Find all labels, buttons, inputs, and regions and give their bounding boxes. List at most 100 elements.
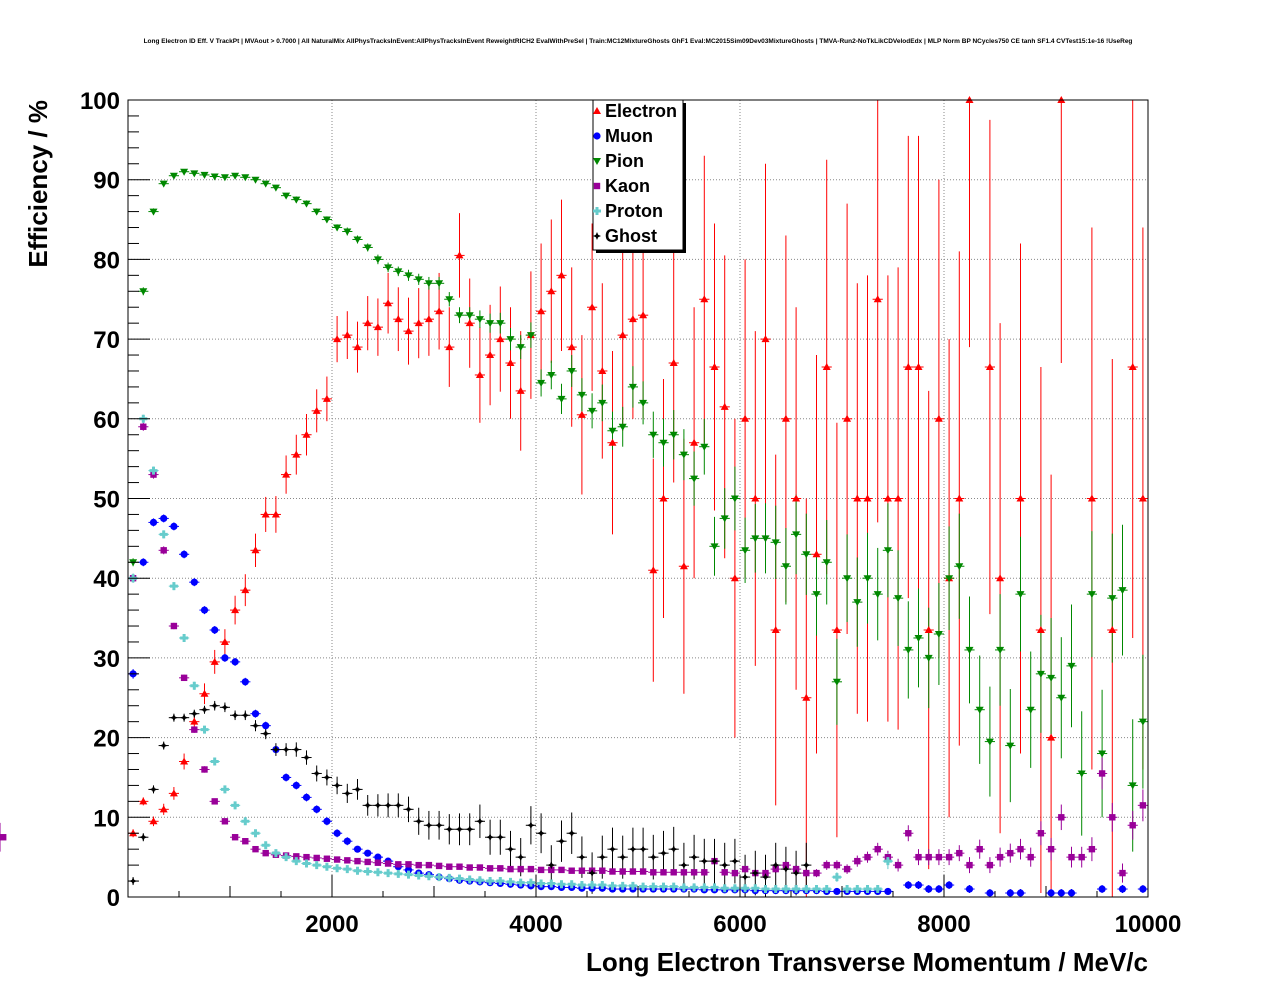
proton-point <box>690 883 699 892</box>
y-tick-label: 90 <box>93 168 120 195</box>
proton-point <box>251 829 260 838</box>
kaon-point <box>690 869 698 876</box>
ghost-point <box>251 721 260 730</box>
electron-point <box>394 315 403 323</box>
muon-point <box>333 829 341 837</box>
kaon-point <box>956 849 963 857</box>
electron-point <box>781 414 790 422</box>
proton-point <box>567 880 576 889</box>
proton-point <box>812 885 821 894</box>
proton-point <box>883 857 892 866</box>
y-tick-label: 100 <box>80 88 120 115</box>
electron-point <box>1016 494 1025 502</box>
pion-point <box>414 276 423 284</box>
proton-point <box>210 757 219 766</box>
pion-point <box>373 256 382 264</box>
proton-point <box>873 885 882 894</box>
proton-point <box>414 871 423 880</box>
kaon-point <box>1037 830 1045 837</box>
ghost-point <box>588 869 597 878</box>
y-tick-label: 30 <box>93 646 120 673</box>
electron-point <box>567 343 576 351</box>
muon-point <box>945 881 953 889</box>
ghost-point <box>169 713 178 722</box>
electron-point <box>628 315 637 323</box>
kaon-point <box>221 818 229 825</box>
kaon-point <box>170 622 178 630</box>
proton-point <box>506 877 515 886</box>
kaon-point <box>619 868 626 875</box>
muon-point <box>149 518 158 527</box>
muon-point <box>343 837 351 845</box>
kaon-point <box>639 868 647 875</box>
proton-point <box>781 885 790 894</box>
kaon-point <box>160 547 167 554</box>
muon-point <box>353 845 362 853</box>
electron-point <box>557 271 566 279</box>
electron-point <box>883 494 892 502</box>
kaon-point <box>578 867 586 874</box>
electron-point <box>200 689 209 697</box>
electron-point <box>618 331 627 339</box>
electron-point <box>1128 362 1137 370</box>
muon-point <box>221 654 229 662</box>
electron-point <box>363 319 372 327</box>
proton-point <box>149 466 158 475</box>
ghost-point <box>261 729 270 738</box>
pion-point <box>730 495 739 503</box>
electron-point <box>169 789 178 797</box>
ghost-point <box>751 869 760 878</box>
electron-point <box>802 693 811 701</box>
proton-point <box>343 865 352 874</box>
pion-point <box>180 168 189 176</box>
y-tick-label: 20 <box>93 726 120 753</box>
ghost-point <box>445 825 454 834</box>
pion-point <box>1036 670 1045 678</box>
pion-point <box>302 200 311 208</box>
kaon-point <box>435 862 443 870</box>
pion-point <box>435 280 444 288</box>
kaon-point <box>680 869 688 876</box>
pion-point <box>955 563 964 571</box>
muon-point <box>404 866 413 874</box>
proton-point <box>843 885 852 894</box>
kaon-point <box>1058 814 1065 821</box>
proton-point <box>557 880 566 889</box>
kaon-point <box>813 869 820 877</box>
pion-point <box>679 451 688 459</box>
ghost-point <box>475 817 484 826</box>
electron-point <box>210 657 219 665</box>
pion-point <box>945 575 954 583</box>
muon-point <box>302 793 311 801</box>
ghost-point <box>139 833 148 842</box>
ghost-point <box>220 703 229 712</box>
muon-point <box>914 881 923 889</box>
kaon-point <box>231 834 239 841</box>
kaon-point <box>843 865 851 873</box>
electron-point <box>455 251 464 259</box>
ghost-point <box>557 837 566 846</box>
kaon-point <box>833 861 841 869</box>
pion-point <box>261 180 270 188</box>
electron-point <box>190 717 199 725</box>
electron-point <box>261 510 270 518</box>
pion-error-bars <box>128 169 1148 852</box>
electron-point <box>914 362 923 370</box>
pion-point <box>139 288 148 296</box>
ghost-point <box>231 711 240 720</box>
electron-point <box>506 359 515 367</box>
kaon-point <box>1078 853 1085 861</box>
pion-point <box>1077 770 1086 778</box>
kaon-point <box>609 868 616 875</box>
muon-point <box>313 805 321 813</box>
ghost-point <box>669 845 678 854</box>
muon-point <box>160 514 168 523</box>
ghost-point <box>649 853 658 862</box>
electron-point <box>761 335 770 343</box>
proton-point <box>700 883 709 892</box>
chart-title: Long Electron ID Eff. V TrackPt | MVAout… <box>144 38 1133 45</box>
proton-point <box>373 868 382 877</box>
ghost-point <box>363 801 372 810</box>
electron-point <box>333 335 342 343</box>
